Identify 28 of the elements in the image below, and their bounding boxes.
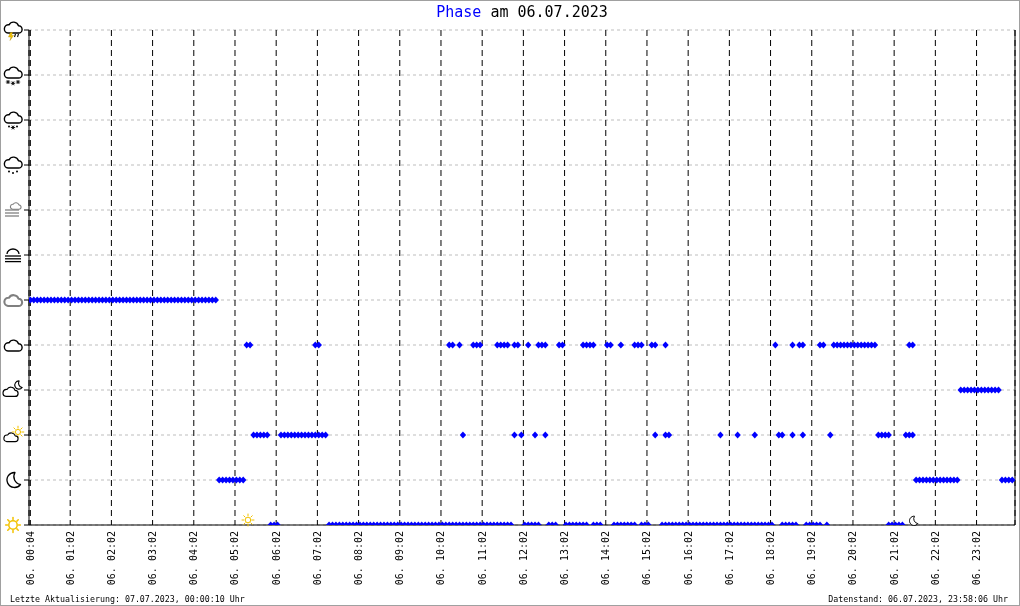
x-tick-label: 06. 19:02 (806, 531, 818, 586)
x-tick-label: 06. 03:02 (147, 531, 159, 586)
x-tick-label: 06. 16:02 (682, 531, 694, 586)
x-tick-label: 06. 01:02 (64, 531, 76, 586)
x-tick-label: 06. 06:02 (270, 531, 282, 586)
text: Datenstand: 06.07.2023, 23:58:06 Uhr (828, 594, 1008, 604)
x-tick-label: 06. 11:02 (476, 531, 488, 586)
x-tick-label: 06. 17:02 (723, 531, 735, 586)
x-tick-label: 06. 12:02 (517, 531, 529, 586)
x-tick-label: 06. 10:02 (435, 531, 447, 586)
x-tick-label: 06. 09:02 (394, 531, 406, 586)
x-tick-label: 06. 05:02 (229, 531, 241, 586)
x-tick-label: 06. 14:02 (600, 531, 612, 586)
text: Phase (436, 3, 482, 21)
x-tick-label: 06. 20:02 (847, 531, 859, 586)
text: Letzte Aktualisierung: 07.07.2023, 00:00:10 Uhr (10, 594, 245, 604)
x-tick-label: 06. 08:02 (353, 531, 365, 586)
x-tick-label: 06. 22:02 (929, 531, 941, 586)
x-tick-label: 06. 02:02 (105, 531, 117, 586)
x-tick-label: 06. 15:02 (641, 531, 653, 586)
x-tick-label: 06. 23:02 (971, 531, 983, 586)
x-tick-label: 06. 07:02 (311, 531, 323, 586)
x-tick-label: 06. 00:04 (24, 531, 36, 586)
x-tick-label: 06. 18:02 (765, 531, 777, 586)
chart-title: am 06.07.2023 (490, 3, 608, 21)
x-tick-label: 06. 04:02 (188, 531, 200, 586)
x-tick-label: 06. 13:02 (559, 531, 571, 586)
x-tick-label: 06. 21:02 (888, 531, 900, 586)
